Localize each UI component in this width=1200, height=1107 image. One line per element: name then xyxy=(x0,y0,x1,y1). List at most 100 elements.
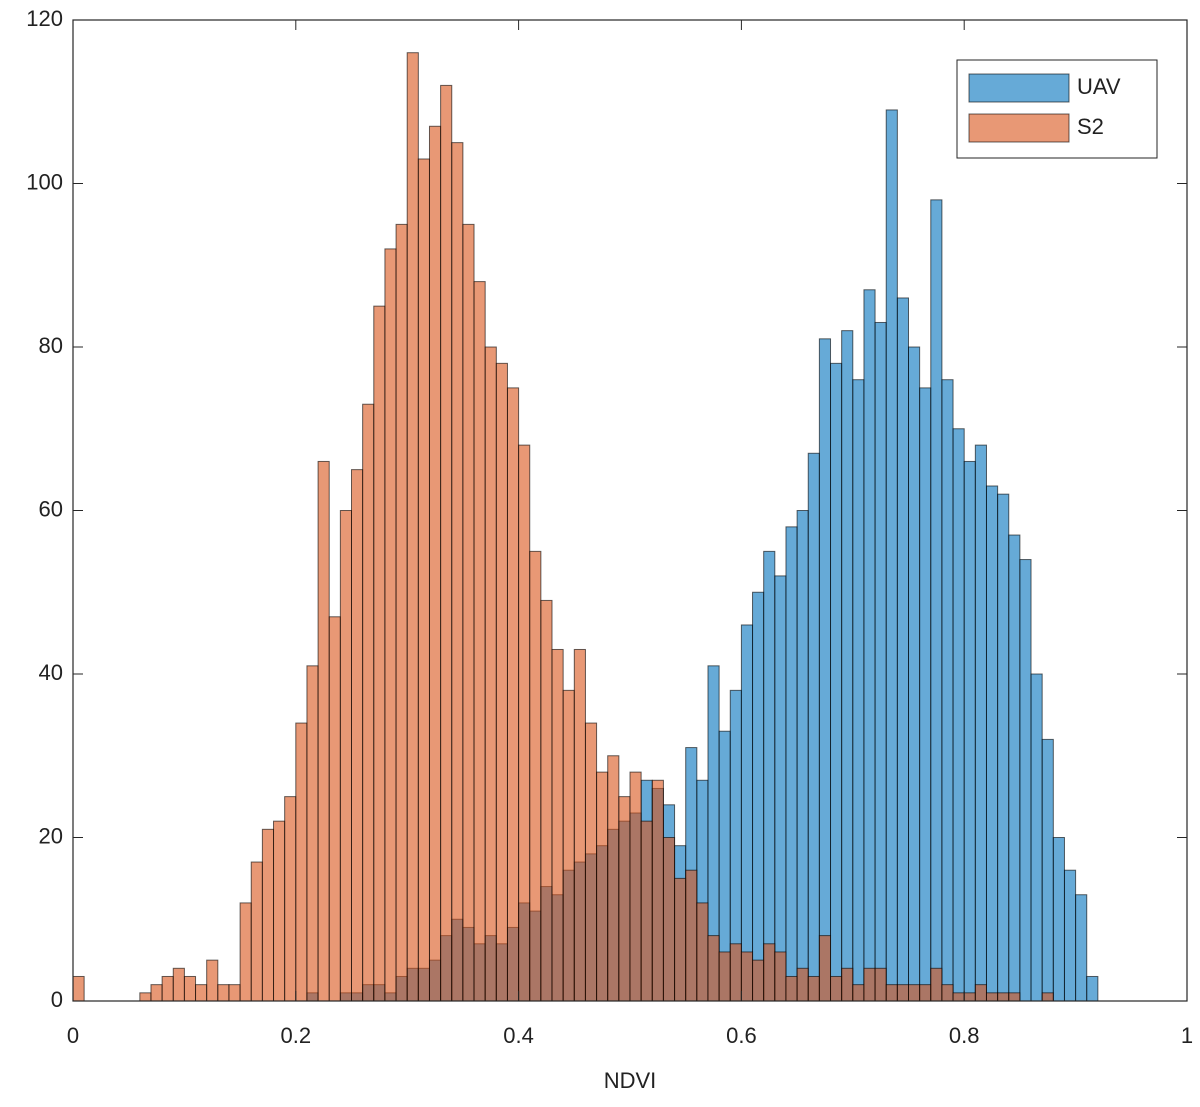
bar xyxy=(540,599,553,1002)
bar xyxy=(807,452,820,1002)
bar xyxy=(863,289,876,1002)
bar xyxy=(506,387,520,1002)
y-tick-label: 0 xyxy=(51,987,63,1012)
bar xyxy=(607,755,620,1002)
bar xyxy=(172,967,185,1002)
bar xyxy=(573,648,586,1002)
bar xyxy=(763,550,776,1002)
bar xyxy=(930,199,943,1002)
bar xyxy=(774,951,787,1002)
bar xyxy=(997,992,1010,1002)
bar xyxy=(919,984,932,1002)
bar xyxy=(674,877,687,1002)
bar xyxy=(373,305,386,1002)
bar xyxy=(818,338,832,1002)
bar xyxy=(740,624,754,1002)
bar xyxy=(1086,975,1099,1002)
bar xyxy=(629,771,642,1002)
bar xyxy=(1063,869,1077,1002)
bar xyxy=(440,84,453,1002)
bar xyxy=(384,248,397,1002)
bar xyxy=(562,689,575,1002)
bar xyxy=(785,526,798,1002)
bar xyxy=(1030,673,1043,1002)
bar xyxy=(930,967,943,1002)
bar xyxy=(752,959,765,1002)
bar xyxy=(518,444,531,1002)
bar xyxy=(328,616,341,1002)
bar xyxy=(406,52,419,1002)
bar xyxy=(640,820,653,1002)
bar xyxy=(985,992,999,1002)
bar xyxy=(707,935,720,1002)
bar xyxy=(351,469,364,1002)
bar xyxy=(150,984,163,1002)
bar xyxy=(974,444,987,1002)
bar xyxy=(161,975,174,1002)
bar xyxy=(997,493,1010,1002)
bar xyxy=(618,796,631,1002)
bar xyxy=(963,460,976,1002)
bar xyxy=(484,346,497,1002)
bar xyxy=(963,992,976,1002)
bar xyxy=(852,379,865,1002)
bar xyxy=(985,485,999,1002)
bar xyxy=(874,321,887,1002)
bar xyxy=(273,820,286,1002)
bar xyxy=(908,346,921,1002)
x-axis-label: NDVI xyxy=(604,1068,657,1093)
bar xyxy=(250,861,263,1002)
bar xyxy=(1052,837,1065,1002)
bar xyxy=(830,362,843,1002)
bar xyxy=(818,935,832,1002)
bar xyxy=(228,984,241,1002)
bar xyxy=(952,992,965,1002)
bar xyxy=(941,379,954,1002)
bar xyxy=(261,828,275,1002)
x-tick-label: 0.6 xyxy=(726,1023,757,1048)
bar xyxy=(696,902,709,1002)
legend-swatch xyxy=(968,73,1070,103)
x-tick-label: 0.4 xyxy=(503,1023,534,1048)
bar xyxy=(763,943,776,1002)
bar xyxy=(451,142,464,1002)
bar xyxy=(740,951,754,1002)
bar xyxy=(195,984,208,1002)
bar xyxy=(896,984,909,1002)
bar xyxy=(1041,992,1054,1002)
bar xyxy=(339,510,352,1002)
bar xyxy=(796,967,809,1002)
bar xyxy=(785,975,798,1002)
bar xyxy=(417,158,430,1002)
bar xyxy=(1019,559,1032,1002)
bar xyxy=(685,869,698,1002)
y-tick-label: 80 xyxy=(39,333,63,358)
y-tick-label: 60 xyxy=(39,496,63,521)
bar xyxy=(852,984,865,1002)
bar xyxy=(596,771,609,1002)
y-tick-label: 120 xyxy=(26,6,63,31)
bar xyxy=(874,967,887,1002)
bar xyxy=(841,967,854,1002)
x-tick-label: 0 xyxy=(67,1023,79,1048)
bar xyxy=(919,387,932,1002)
bar xyxy=(752,591,765,1002)
bar xyxy=(908,984,921,1002)
x-tick-label: 0.2 xyxy=(281,1023,312,1048)
y-tick-label: 20 xyxy=(39,823,63,848)
bar xyxy=(662,837,676,1002)
bar xyxy=(206,959,219,1002)
bar xyxy=(295,722,308,1002)
bar xyxy=(885,984,898,1002)
bar xyxy=(885,109,898,1002)
x-tick-label: 0.8 xyxy=(949,1023,980,1048)
legend-label: S2 xyxy=(1077,114,1104,139)
bar xyxy=(495,362,508,1002)
bar xyxy=(239,902,252,1002)
bar xyxy=(317,460,330,1002)
bar xyxy=(72,975,85,1002)
bar xyxy=(896,297,909,1002)
bar xyxy=(796,510,809,1002)
bar xyxy=(651,779,664,1002)
